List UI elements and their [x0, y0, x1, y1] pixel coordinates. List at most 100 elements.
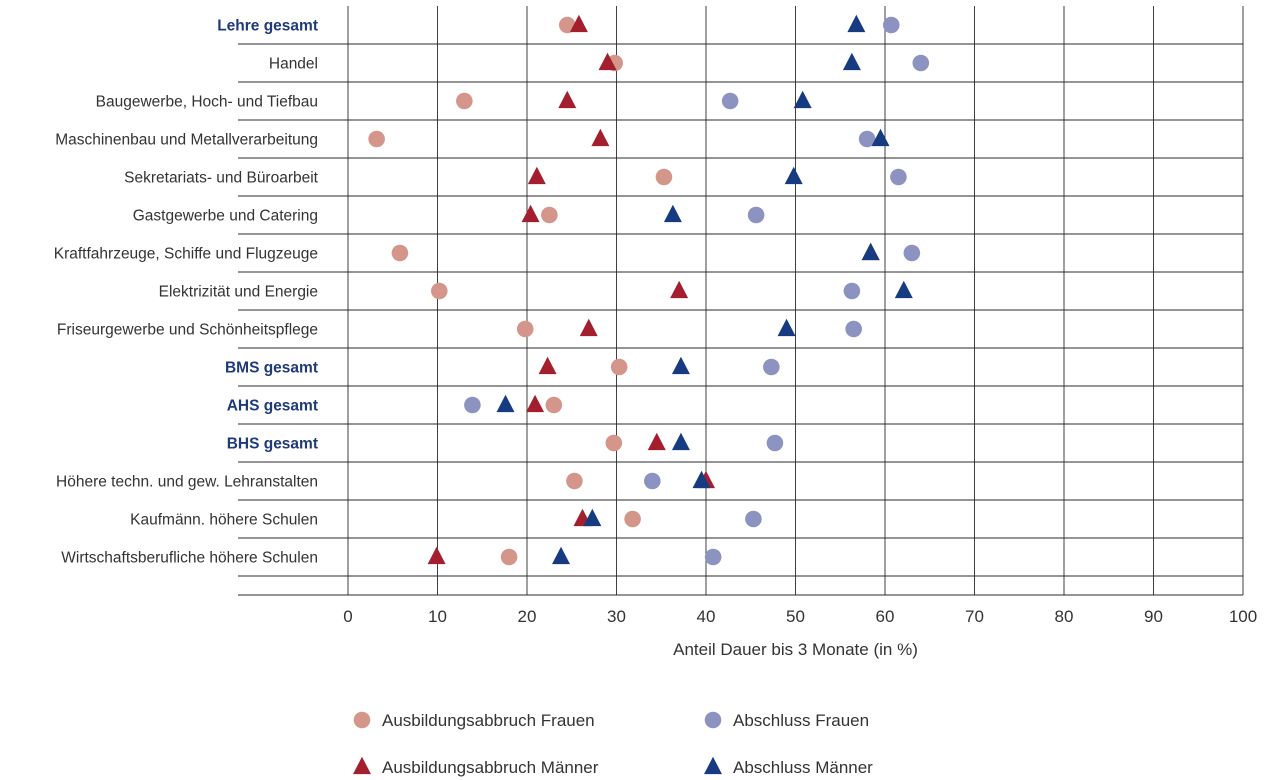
- x-tick-label: 70: [965, 607, 984, 626]
- series-1: [368, 16, 673, 566]
- triangle-marker: [496, 394, 515, 413]
- legend-triangle-marker: [704, 756, 722, 775]
- triangle-marker: [569, 14, 588, 33]
- x-tick-label: 10: [428, 607, 447, 626]
- triangle-marker: [521, 204, 540, 223]
- x-tick-label: 80: [1055, 607, 1074, 626]
- legend-label: Abschluss Frauen: [733, 711, 869, 730]
- circle-marker: [516, 320, 534, 338]
- triangle-marker: [847, 14, 866, 33]
- legend-item: Abschluss Männer: [704, 756, 873, 777]
- circle-marker: [747, 206, 765, 224]
- category-label: BHS gesamt: [227, 436, 318, 453]
- triangle-marker: [552, 546, 571, 565]
- circle-marker: [903, 244, 921, 262]
- x-tick-label: 100: [1229, 607, 1257, 626]
- triangle-marker: [777, 318, 796, 337]
- triangle-marker: [671, 432, 690, 451]
- triangle-marker: [427, 546, 446, 565]
- circle-marker: [745, 510, 762, 528]
- series-4: [496, 14, 913, 565]
- legend: Ausbildungsabbruch Frauen Abschluss Fraue…: [353, 711, 873, 777]
- category-label: Maschinenbau und Metallverarbeitung: [55, 132, 318, 149]
- x-tick-label: 40: [697, 607, 716, 626]
- triangle-marker: [579, 318, 598, 337]
- x-axis-title: Anteil Dauer bis 3 Monate (in %): [673, 640, 918, 659]
- category-label: Baugewerbe, Hoch- und Tiefbau: [96, 94, 318, 111]
- triangle-marker: [692, 470, 711, 489]
- circle-marker: [368, 130, 385, 148]
- category-labels: Lehre gesamt Handel Baugewerbe, Hoch- und …: [54, 18, 319, 567]
- circle-marker: [391, 244, 409, 262]
- grid-lines: [238, 6, 1244, 596]
- legend-triangle-marker: [353, 756, 371, 775]
- category-label: Kaufmänn. höhere Schulen: [130, 512, 318, 529]
- triangle-marker: [894, 280, 913, 299]
- triangle-marker: [670, 280, 689, 299]
- circle-marker: [500, 548, 518, 566]
- triangle-marker: [647, 432, 666, 451]
- data-markers: [368, 14, 930, 566]
- legend-label: Abschluss Männer: [733, 758, 873, 777]
- triangle-marker: [591, 128, 610, 147]
- legend-label: Ausbildungsabbruch Männer: [382, 758, 599, 777]
- x-tick-label: 30: [607, 607, 626, 626]
- circle-marker: [541, 206, 558, 224]
- category-label: Gastgewerbe und Catering: [133, 208, 318, 225]
- legend-item: Ausbildungsabbruch Männer: [353, 756, 599, 777]
- category-label: Friseurgewerbe und Schönheitspflege: [57, 322, 318, 339]
- triangle-marker: [598, 52, 617, 71]
- triangle-marker: [527, 166, 546, 185]
- circle-marker: [605, 434, 623, 452]
- category-label: BMS gesamt: [225, 360, 318, 377]
- x-tick-label: 50: [786, 607, 805, 626]
- category-label: Lehre gesamt: [217, 18, 318, 35]
- triangle-marker: [842, 52, 861, 71]
- circle-marker: [845, 320, 862, 338]
- circle-marker: [558, 16, 576, 34]
- category-label: AHS gesamt: [227, 398, 318, 415]
- legend-label: Ausbildungsabbruch Frauen: [382, 711, 595, 730]
- series-2: [464, 16, 930, 566]
- circle-marker: [890, 168, 907, 186]
- circle-marker: [858, 130, 876, 148]
- category-label: Handel: [269, 56, 318, 73]
- category-label: Kraftfahrzeuge, Schiffe und Flugzeuge: [54, 246, 318, 263]
- legend-circle-marker: [353, 711, 371, 729]
- category-label: Höhere techn. und gew. Lehranstalten: [56, 474, 318, 491]
- circle-marker: [430, 282, 448, 300]
- x-tick-label: 0: [343, 607, 352, 626]
- x-axis-ticks: 0 10 20 30 40 50 60 70 80 90 100: [343, 607, 1257, 626]
- triangle-marker: [793, 90, 812, 109]
- x-tick-label: 20: [518, 607, 537, 626]
- circle-marker: [912, 54, 930, 72]
- category-label: Wirtschaftsberufliche höhere Schulen: [61, 550, 318, 567]
- circle-marker: [644, 472, 661, 490]
- circle-marker: [464, 396, 481, 414]
- circle-marker: [766, 434, 784, 452]
- triangle-marker: [871, 128, 890, 147]
- x-tick-label: 90: [1144, 607, 1163, 626]
- triangle-marker: [558, 90, 577, 109]
- legend-item: Ausbildungsabbruch Frauen: [353, 711, 595, 730]
- legend-item: Abschluss Frauen: [704, 711, 869, 730]
- triangle-marker: [784, 166, 803, 185]
- circle-marker: [610, 358, 628, 376]
- circle-marker: [721, 92, 739, 110]
- legend-circle-marker: [704, 711, 722, 729]
- triangle-marker: [861, 242, 880, 261]
- triangle-marker: [583, 508, 602, 527]
- triangle-marker: [538, 356, 557, 375]
- circle-marker: [655, 168, 673, 186]
- circle-marker: [456, 92, 473, 110]
- category-label: Sekretariats- und Büroarbeit: [124, 170, 319, 187]
- circle-marker: [704, 548, 722, 566]
- category-label: Elektrizität und Energie: [159, 284, 318, 301]
- triangle-marker: [671, 356, 690, 375]
- circle-marker: [545, 396, 563, 414]
- circle-marker: [566, 472, 583, 490]
- circle-marker: [882, 16, 900, 34]
- circle-marker: [624, 510, 641, 528]
- circle-marker: [763, 358, 780, 376]
